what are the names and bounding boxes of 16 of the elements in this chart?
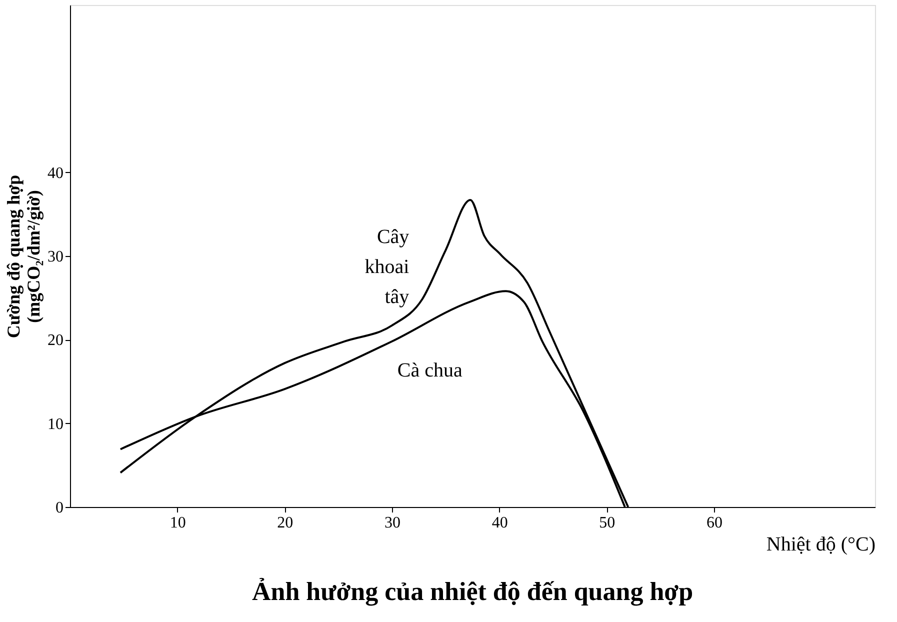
y-tick-label: 0 <box>56 500 64 516</box>
x-tick-label: 40 <box>492 514 508 532</box>
series-label: Cây khoai tây <box>364 226 410 308</box>
x-tick-label: 20 <box>277 514 294 532</box>
y-tick-label: 30 <box>48 248 64 266</box>
y-tick-label: 20 <box>48 332 64 350</box>
x-tick-label: 50 <box>599 514 616 532</box>
x-axis-title: Nhiệt độ (°C) <box>766 534 876 556</box>
x-tick-label: 10 <box>170 514 186 532</box>
y-axis-title: Cường độ quang hợp (mgCO₂/dm²/giờ) <box>4 174 44 338</box>
series-label: Cà chua <box>397 360 462 382</box>
y-tick-label: 10 <box>48 416 64 433</box>
x-tick-label: 60 <box>706 514 722 532</box>
text: Ảnh hưởng của nhiệt độ đến quang hợp <box>252 577 694 606</box>
y-tick-label: 40 <box>48 164 64 182</box>
x-tick-label: 30 <box>384 514 400 532</box>
